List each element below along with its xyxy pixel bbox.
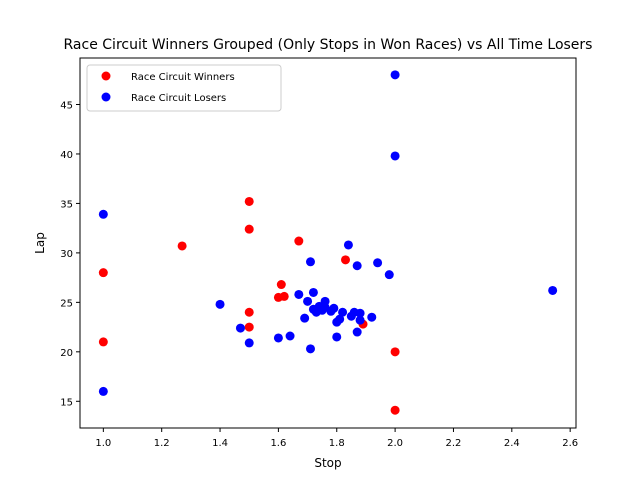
loser-point [332,332,342,342]
loser-point [373,258,383,268]
winner-point [177,241,187,251]
loser-point [548,285,558,295]
y-tick-label: 20 [60,348,73,359]
loser-point [390,70,400,80]
loser-point [98,386,108,396]
winner-point [244,224,254,234]
plot-area [80,58,576,428]
winner-point [244,196,254,206]
y-tick-label: 15 [60,397,73,408]
loser-point [355,308,365,318]
y-tick-label: 25 [60,298,73,309]
x-tick-label: 2.2 [446,438,462,449]
loser-point [352,261,362,271]
winner-point [390,347,400,357]
winner-point [390,405,400,415]
winner-point [341,255,351,265]
legend-label-losers: Race Circuit Losers [131,93,226,104]
legend-box [86,64,282,112]
legend-label-winners: Race Circuit Winners [131,72,235,83]
loser-point [329,303,339,313]
loser-point [335,314,345,324]
winner-point [98,268,108,278]
y-tick-label: 45 [60,100,73,111]
loser-point [215,299,225,309]
loser-point [98,209,108,219]
loser-point [367,312,377,322]
loser-point [273,333,283,343]
y-tick-label: 30 [60,249,73,260]
loser-point [355,315,365,325]
loser-point [300,313,310,323]
x-axis-label: Stop [314,456,341,470]
y-tick-label: 40 [60,150,73,161]
legend: Race Circuit Winners Race Circuit Losers [86,64,282,112]
chart-title: Race Circuit Winners Grouped (Only Stops… [64,37,593,53]
data-points [98,70,558,415]
x-tick-label: 1.8 [329,438,345,449]
x-tick-label: 2.4 [504,438,520,449]
loser-point [294,289,304,299]
legend-marker-losers [101,92,111,102]
winner-point [244,322,254,332]
winner-point [244,307,254,317]
y-axis-label: Lap [33,232,47,254]
loser-point [338,307,348,317]
winner-point [294,236,304,246]
loser-point [384,270,394,280]
x-tick-label: 2.6 [562,438,578,449]
winner-point [279,291,289,301]
loser-point [235,323,245,333]
loser-point [308,287,318,297]
x-tick-label: 1.6 [270,438,286,449]
loser-point [305,257,315,267]
x-axis-ticks: 1.0 1.2 1.4 1.6 1.8 2.0 2.2 2.4 2.6 [95,428,578,449]
loser-point [352,327,362,337]
loser-point [285,331,295,341]
legend-marker-winners [101,71,111,81]
x-tick-label: 1.4 [212,438,228,449]
axes-frame [79,57,577,429]
loser-point [343,240,353,250]
winner-point [276,280,286,290]
loser-point [303,296,313,306]
loser-point [390,151,400,161]
y-axis-ticks: 15 20 25 30 35 40 45 [60,100,80,408]
y-tick-label: 35 [60,199,73,210]
loser-point [244,338,254,348]
x-tick-label: 1.2 [154,438,170,449]
x-tick-label: 1.0 [95,438,111,449]
x-tick-label: 2.0 [387,438,403,449]
loser-point [305,344,315,354]
winner-point [98,337,108,347]
